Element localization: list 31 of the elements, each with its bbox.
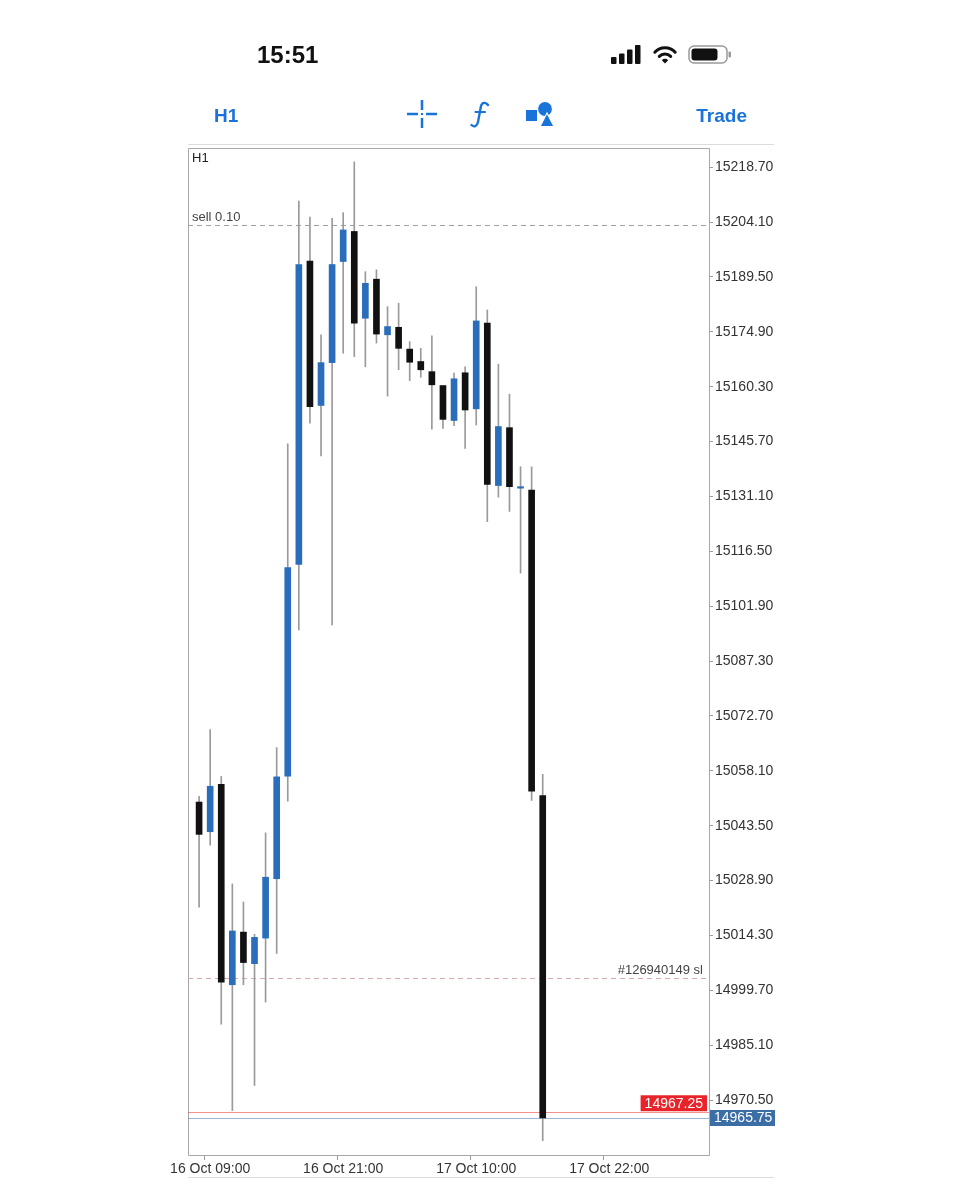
- y-tick-label: 15058.10: [715, 761, 774, 778]
- y-tick-label: 15189.50: [715, 267, 774, 284]
- y-tick-label: 15116.50: [715, 542, 773, 559]
- candlestick: [428, 335, 436, 430]
- text: 15:51: [257, 41, 319, 68]
- y-tick-label: 15072.70: [715, 706, 774, 723]
- y-tick-label: 15218.70: [715, 158, 774, 175]
- text: H1: [214, 105, 239, 126]
- y-tick-label: 15160.30: [715, 377, 774, 394]
- y-tick-label: 15101.90: [715, 597, 774, 614]
- x-tick-label: 16 Oct 21:00: [303, 1160, 384, 1177]
- y-tick-label: 15043.50: [715, 816, 774, 833]
- y-tick-label: 14985.10: [715, 1036, 774, 1053]
- y-tick-label: 15145.70: [715, 432, 774, 449]
- y-tick-label: 14999.70: [715, 981, 774, 998]
- x-tick-label: 17 Oct 22:00: [569, 1160, 650, 1177]
- y-tick-label: 15204.10: [715, 212, 774, 229]
- ref-line-label: 14965.75: [714, 1109, 773, 1126]
- y-tick-label: 15014.30: [715, 926, 774, 943]
- y-tick-label: 15028.90: [715, 871, 774, 888]
- ref-line-label: #126940149 sl: [617, 961, 704, 977]
- ref-line-label: 14967.25: [644, 1094, 704, 1111]
- y-tick-label: 15174.90: [715, 322, 774, 339]
- y-tick-label: 15087.30: [715, 651, 774, 668]
- chart-title: H1: [192, 150, 209, 166]
- x-tick-label: 16 Oct 09:00: [170, 1160, 251, 1177]
- ref-line-label: sell 0.10: [192, 209, 241, 225]
- x-tick-label: 17 Oct 10:00: [436, 1160, 517, 1177]
- y-tick-label: 14970.50: [715, 1090, 774, 1107]
- y-tick-label: 15131.10: [715, 487, 774, 504]
- text: Trade: [696, 105, 747, 126]
